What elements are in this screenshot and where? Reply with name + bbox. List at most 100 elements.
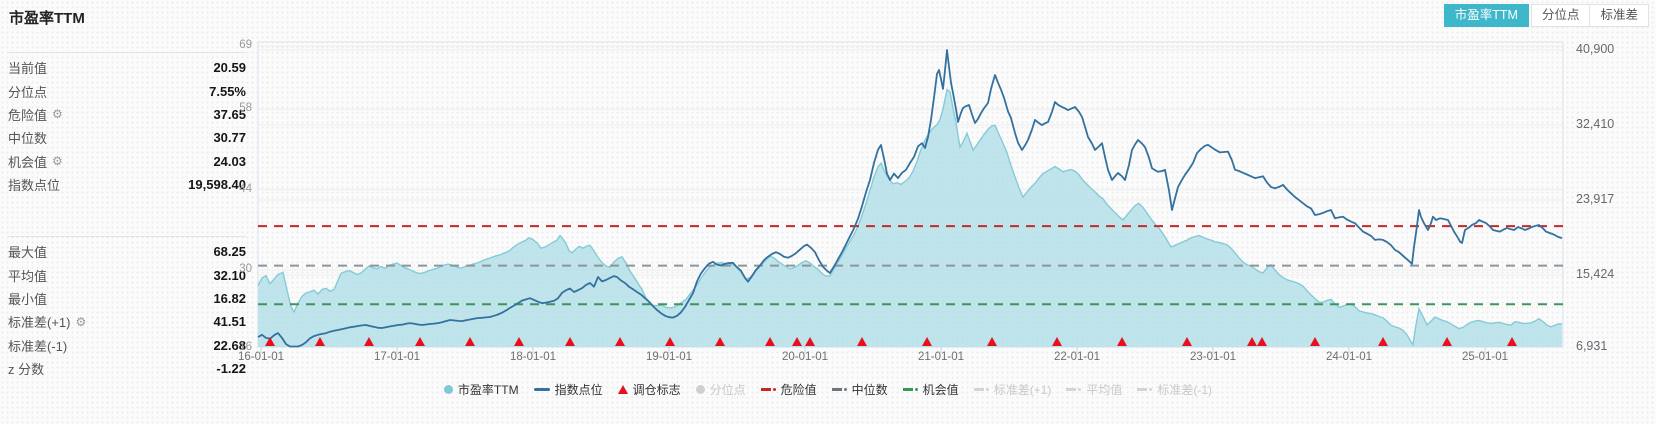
rebalance-marker-icon [1257, 337, 1267, 346]
right-axis-tick: 23,917 [1576, 191, 1615, 206]
dashdot-marker-icon [831, 388, 847, 391]
x-axis-tick: 17-01-01 [373, 351, 421, 363]
rebalance-marker-icon [1182, 337, 1192, 346]
stat-label: 指数点位 [8, 178, 61, 194]
dashdot-marker-icon [1137, 388, 1153, 391]
stat-row-最小值: 最小值 16.82 [8, 287, 246, 310]
stat-row-中位数: 中位数 30.77 [8, 126, 246, 149]
rebalance-marker-icon [857, 337, 867, 346]
x-axis-tick: 25-01-01 [1461, 351, 1509, 363]
triangle-marker-icon [617, 385, 628, 394]
rebalance-marker-icon [265, 337, 275, 346]
dashdot-marker-icon [973, 388, 989, 391]
x-axis-tick: 21-01-01 [917, 351, 965, 363]
left-axis-tick: 44 [239, 182, 252, 195]
tab-标准差[interactable]: 标准差 [1589, 4, 1649, 27]
rebalance-marker-icon [415, 337, 425, 346]
pe-area [258, 89, 1562, 347]
rebalance-marker-icon [615, 337, 625, 346]
stat-label: 标准差(+1) [8, 315, 71, 331]
legend-label: 平均值 [1086, 383, 1123, 397]
stat-value: 7.55% [209, 83, 246, 99]
rebalance-marker-icon [1117, 337, 1127, 346]
x-axis-tick: 24-01-01 [1325, 351, 1373, 363]
legend-item-标准差(+1)[interactable]: 标准差(+1) [973, 381, 1052, 398]
legend-item-市盈率TTM[interactable]: 市盈率TTM [443, 381, 519, 398]
gear-icon[interactable]: ⚙ [52, 154, 63, 169]
rebalance-marker-icon [665, 337, 675, 346]
stat-value: 20.59 [213, 60, 246, 76]
legend-label: 指数点位 [554, 383, 603, 397]
stat-label: 平均值 [8, 268, 48, 284]
stat-value: 24.03 [213, 153, 246, 169]
rebalance-marker-icon [1378, 337, 1388, 346]
rebalance-marker-icon [565, 337, 575, 346]
stat-row-机会值: 机会值 ⚙ 24.03 [8, 150, 246, 173]
rebalance-marker-icon [1507, 337, 1517, 346]
legend-label: 危险值 [780, 383, 817, 397]
gear-icon[interactable]: ⚙ [52, 107, 63, 122]
page-title: 市盈率TTM [9, 10, 85, 27]
legend-item-调仓标志[interactable]: 调仓标志 [617, 381, 681, 398]
stat-value: 22.68 [213, 337, 246, 353]
rebalance-marker-icon [792, 337, 802, 346]
legend-item-中位数[interactable]: 中位数 [831, 381, 888, 398]
legend-item-标准差(-1)[interactable]: 标准差(-1) [1137, 381, 1212, 398]
tab-市盈率TTM[interactable]: 市盈率TTM [1443, 4, 1529, 27]
stat-group-2: 最大值 68.25 平均值 32.10 最小值 16.82 标准差(+1) ⚙ 41.51 标准差… [8, 236, 246, 380]
stat-row-平均值: 平均值 32.10 [8, 263, 246, 286]
legend-item-机会值[interactable]: 机会值 [902, 381, 959, 398]
gear-icon[interactable]: ⚙ [75, 314, 87, 329]
legend-item-危险值[interactable]: 危险值 [760, 381, 817, 398]
dashdot-marker-icon [1066, 388, 1082, 391]
right-axis-tick: 6,931 [1576, 338, 1608, 353]
stat-row-分位点: 分位点 7.55% [8, 79, 246, 102]
stat-label: 危险值 [8, 107, 48, 123]
left-axis-tick: 16 [239, 341, 252, 353]
right-axis-tick: 15,424 [1576, 266, 1615, 281]
left-axis-tick: 58 [239, 102, 252, 115]
dashdot-marker-icon [902, 388, 918, 391]
rebalance-marker-icon [315, 337, 325, 346]
stat-value: 41.51 [213, 314, 246, 330]
stat-value: 32.10 [213, 267, 246, 283]
line-marker-icon [533, 388, 550, 391]
circle-marker-icon [443, 385, 453, 394]
rebalance-marker-icon [514, 337, 524, 346]
rebalance-marker-icon [1247, 337, 1257, 346]
legend-label: 市盈率TTM [457, 383, 519, 397]
rebalance-marker-icon [1052, 337, 1062, 346]
x-axis-tick: 22-01-01 [1053, 351, 1101, 363]
legend-item-平均值[interactable]: 平均值 [1066, 381, 1122, 398]
stat-row-指数点位: 指数点位 19,598.40 [8, 173, 246, 196]
rebalance-marker-icon [715, 337, 725, 346]
left-axis-tick: 30 [239, 262, 252, 275]
rebalance-marker-icon [987, 337, 997, 346]
x-axis-tick: 16-01-01 [237, 351, 285, 363]
stat-label: z 分数 [8, 362, 45, 378]
legend-label: 标准差(+1) [993, 383, 1052, 397]
circle-marker-icon [695, 385, 705, 394]
stat-label: 当前值 [8, 61, 48, 77]
rebalance-marker-icon [364, 337, 374, 346]
stat-row-危险值: 危险值 ⚙ 37.65 [8, 103, 246, 126]
rebalance-marker-icon [1442, 337, 1452, 346]
x-axis-tick: 20-01-01 [781, 351, 829, 363]
legend-item-指数点位[interactable]: 指数点位 [533, 381, 603, 398]
dashdot-marker-icon [760, 388, 776, 391]
stat-row-标准差(+1): 标准差(+1) ⚙ 41.51 [8, 310, 246, 333]
stat-row-z 分数: z 分数 -1.22 [8, 357, 246, 380]
stat-value: 30.77 [213, 130, 246, 146]
right-axis-tick: 32,410 [1576, 116, 1615, 131]
stat-label: 标准差(-1) [8, 338, 68, 354]
legend-item-分位点[interactable]: 分位点 [695, 381, 746, 398]
stat-value: 68.25 [213, 244, 246, 260]
x-axis-tick: 19-01-01 [645, 351, 693, 363]
tab-分位点[interactable]: 分位点 [1530, 4, 1591, 27]
legend-label: 中位数 [851, 383, 888, 397]
rebalance-marker-icon [805, 337, 815, 346]
stat-value: 37.65 [213, 106, 246, 122]
rebalance-marker-icon [922, 337, 932, 346]
